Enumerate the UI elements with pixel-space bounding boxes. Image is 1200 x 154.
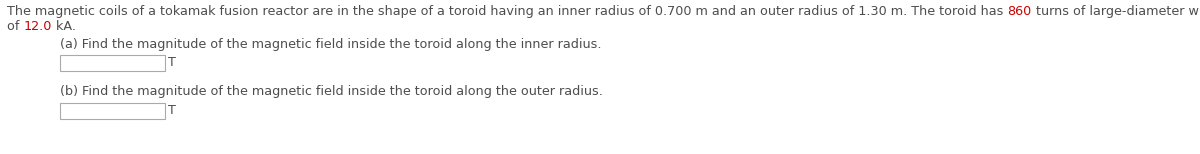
Text: turns of large-diameter wire, each of which carries a current: turns of large-diameter wire, each of wh… [1032, 5, 1200, 18]
Text: of: of [7, 20, 23, 33]
Bar [60, 55, 166, 71]
Text: kA.: kA. [52, 20, 76, 33]
Text: (b) Find the magnitude of the magnetic field inside the toroid along the outer r: (b) Find the magnitude of the magnetic f… [60, 85, 602, 98]
Text: 12.0: 12.0 [23, 20, 52, 33]
Bar [60, 103, 166, 119]
Text: 860: 860 [1007, 5, 1032, 18]
Text: The magnetic coils of a tokamak fusion reactor are in the shape of a toroid havi: The magnetic coils of a tokamak fusion r… [7, 5, 1007, 18]
Text: (a) Find the magnitude of the magnetic field inside the toroid along the inner r: (a) Find the magnitude of the magnetic f… [60, 38, 601, 51]
Text: T: T [168, 57, 176, 69]
Text: T: T [168, 105, 176, 118]
